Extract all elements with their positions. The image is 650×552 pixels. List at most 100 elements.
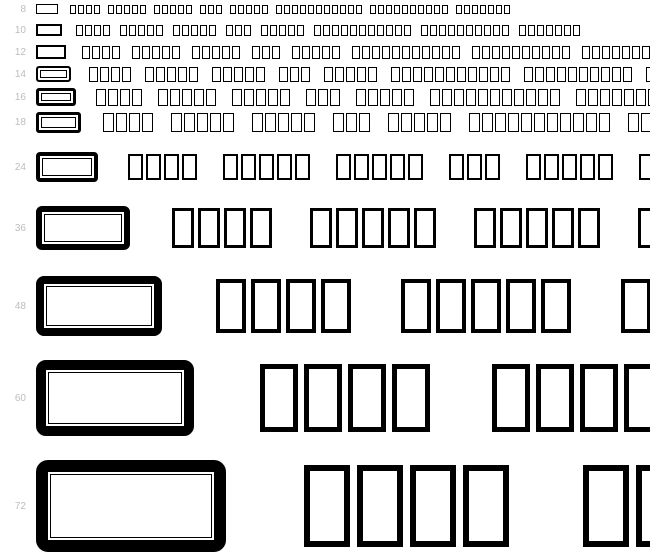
missing-glyph-box	[456, 5, 462, 14]
missing-glyph-box	[469, 113, 480, 132]
missing-glyph-box	[442, 89, 452, 106]
frame-ornament-glyph	[36, 88, 76, 106]
sample-word	[524, 67, 632, 82]
missing-glyph-box	[244, 89, 254, 106]
size-label: 48	[0, 301, 30, 312]
missing-glyph-box	[260, 364, 298, 432]
sample-glyphs	[36, 112, 650, 133]
missing-glyph-box	[154, 5, 160, 14]
missing-glyph-box	[164, 154, 179, 180]
sample-word	[108, 5, 146, 14]
sample-glyphs	[36, 88, 650, 106]
missing-glyph-box	[152, 46, 160, 59]
sample-word	[192, 46, 240, 59]
sample-word	[639, 154, 650, 180]
missing-glyph-box	[102, 46, 110, 59]
missing-glyph-box	[612, 67, 621, 82]
sample-word	[223, 154, 310, 180]
missing-glyph-box	[256, 67, 265, 82]
missing-glyph-box	[449, 154, 464, 180]
missing-glyph-box	[623, 67, 632, 82]
missing-glyph-box	[412, 46, 420, 59]
missing-glyph-box	[404, 25, 411, 36]
missing-glyph-box	[324, 67, 333, 82]
missing-glyph-box	[512, 46, 520, 59]
missing-glyph-box	[252, 113, 263, 132]
missing-glyph-box	[262, 46, 270, 59]
missing-glyph-box	[368, 25, 375, 36]
waterfall-row-8: 8	[0, 4, 650, 14]
missing-glyph-box	[340, 5, 346, 14]
missing-glyph-box	[333, 113, 344, 132]
missing-glyph-box	[370, 5, 376, 14]
missing-glyph-box	[171, 113, 182, 132]
missing-glyph-box	[395, 25, 402, 36]
missing-glyph-box	[82, 46, 90, 59]
missing-glyph-box	[382, 46, 390, 59]
sample-word	[173, 25, 216, 36]
missing-glyph-box	[192, 46, 200, 59]
missing-glyph-box	[245, 67, 254, 82]
missing-glyph-box	[464, 5, 470, 14]
missing-glyph-box	[492, 46, 500, 59]
missing-glyph-box	[96, 89, 106, 106]
size-label: 12	[0, 47, 30, 58]
missing-glyph-box	[573, 25, 580, 36]
missing-glyph-box	[111, 67, 120, 82]
sample-word	[252, 113, 315, 132]
missing-glyph-box	[128, 154, 143, 180]
missing-glyph-box	[522, 46, 530, 59]
sample-word	[576, 89, 650, 106]
missing-glyph-box	[357, 67, 366, 82]
missing-glyph-box	[557, 67, 566, 82]
missing-glyph-box	[202, 46, 210, 59]
missing-glyph-box	[528, 25, 535, 36]
missing-glyph-box	[555, 25, 562, 36]
missing-glyph-box	[301, 67, 310, 82]
missing-glyph-box	[350, 25, 357, 36]
missing-glyph-box	[321, 279, 351, 333]
missing-glyph-box	[430, 89, 440, 106]
missing-glyph-box	[170, 89, 180, 106]
missing-glyph-box	[388, 208, 410, 248]
missing-glyph-box	[541, 279, 571, 333]
missing-glyph-box	[304, 113, 315, 132]
sample-word	[200, 5, 222, 14]
sample-word	[261, 25, 304, 36]
missing-glyph-box	[254, 5, 260, 14]
sample-word	[96, 89, 142, 106]
sample-word	[621, 279, 650, 333]
missing-glyph-box	[209, 25, 216, 36]
missing-glyph-box	[78, 5, 84, 14]
missing-glyph-box	[538, 89, 548, 106]
missing-glyph-box	[357, 465, 403, 547]
sample-glyphs	[36, 276, 650, 336]
missing-glyph-box	[479, 67, 488, 82]
missing-glyph-box	[241, 154, 256, 180]
missing-glyph-box	[401, 113, 412, 132]
missing-glyph-box	[147, 25, 154, 36]
missing-glyph-box	[612, 89, 622, 106]
frame-ornament-glyph	[36, 276, 162, 336]
sample-word	[260, 364, 430, 432]
missing-glyph-box	[508, 113, 519, 132]
waterfall-row-36: 36	[0, 206, 650, 250]
missing-glyph-box	[162, 5, 168, 14]
missing-glyph-box	[332, 46, 340, 59]
missing-glyph-box	[292, 5, 298, 14]
missing-glyph-box	[457, 67, 466, 82]
missing-glyph-box	[235, 25, 242, 36]
missing-glyph-box	[552, 46, 560, 59]
missing-glyph-box	[216, 5, 222, 14]
missing-glyph-box	[599, 113, 610, 132]
missing-glyph-box	[488, 5, 494, 14]
frame-ornament-glyph	[36, 4, 58, 14]
missing-glyph-box	[173, 25, 180, 36]
missing-glyph-box	[521, 113, 532, 132]
missing-glyph-box	[178, 67, 187, 82]
missing-glyph-box	[402, 5, 408, 14]
missing-glyph-box	[336, 154, 351, 180]
missing-glyph-box	[532, 46, 540, 59]
missing-glyph-box	[132, 89, 142, 106]
sample-word	[292, 46, 340, 59]
